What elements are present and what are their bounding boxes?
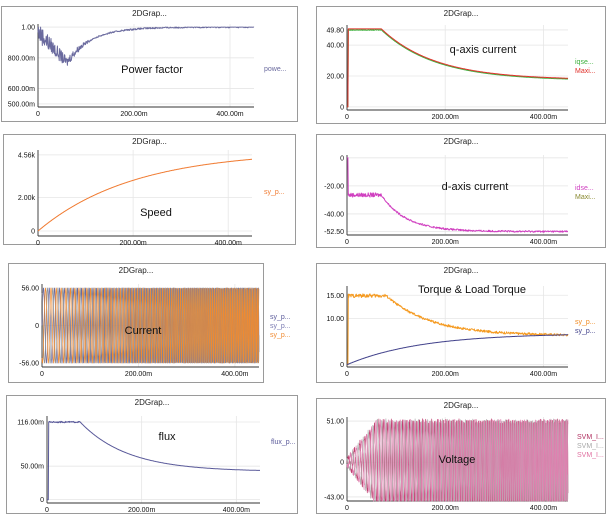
series-line (47, 421, 260, 499)
chart-annotation: Current (125, 325, 162, 337)
chart-annotation: Torque & Load Torque (418, 284, 526, 296)
x-tick-label: 0 (36, 240, 40, 247)
y-tick-label: 0 (340, 460, 344, 467)
y-tick-label: 2.00k (18, 195, 36, 202)
legend-entry: Maxi... (575, 194, 596, 201)
legend-entry: iqse... (575, 59, 594, 66)
y-tick-label: 50.00m (21, 464, 45, 471)
x-tick-label: 200.00m (119, 240, 146, 247)
chart-svg-current: 56.000-56.000 200.00m 400.00mCurrentsy_p..… (9, 264, 265, 384)
series-line (347, 158, 568, 233)
x-tick-label: 0 (345, 239, 349, 246)
y-tick-label: -56.00 (19, 360, 39, 367)
y-tick-label: 51.00 (326, 419, 344, 426)
x-tick-label: 400.00m (221, 371, 248, 378)
chart-annotation: q-axis current (450, 44, 517, 56)
x-tick-label: 200.00m (120, 111, 147, 118)
y-tick-label: 0 (340, 104, 344, 111)
x-tick-label: 0 (45, 507, 49, 514)
chart-annotation: Voltage (439, 454, 476, 466)
x-tick-label: 400.00m (530, 114, 557, 121)
x-tick-label: 0 (345, 371, 349, 378)
x-tick-label: 200.00m (128, 507, 155, 514)
y-tick-label: 500.00m (8, 101, 35, 108)
x-tick-label: 200.00m (125, 371, 152, 378)
chart-panel-current: 2DGrap... 56.00 0 -56.00 0 200.00m 400.00m Cur… (8, 263, 264, 383)
chart-panel-flux: 2DGrap... 116.00m 50.00m 0 0 200.00m 400.00m f… (6, 395, 298, 514)
chart-annotation: Power factor (121, 64, 183, 76)
legend-entry: sy_p... (270, 332, 291, 339)
x-tick-label: 0 (36, 111, 40, 118)
y-tick-label: -40.00 (324, 211, 344, 218)
y-tick-label: -43.00 (324, 494, 344, 501)
chart-svg-q-axis-current: 49.80 40.00 20.00 00 200.00m 400.00m q-axis cu… (317, 7, 607, 125)
chart-panel-speed: 2DGrap... 4.56k 2.00k 0 0 200.00m 400.00m Spee… (3, 134, 296, 245)
chart-annotation: d-axis current (442, 181, 509, 193)
x-tick-label: 400.00m (530, 239, 557, 246)
y-tick-label: 600.00m (8, 86, 35, 93)
series-line (347, 335, 568, 365)
series-line (347, 294, 568, 365)
series-line (38, 159, 252, 231)
chart-annotation: flux (158, 431, 176, 443)
y-tick-label: 15.00 (326, 293, 344, 300)
chart-panel-torque: 2DGrap... 15.00 10.00 0 0 200.00m 400.00m Torq… (316, 263, 606, 383)
series-line (38, 27, 254, 65)
y-tick-label: 40.00 (326, 43, 344, 50)
legend-entry: SVM_I... (577, 452, 604, 459)
chart-svg-d-axis-current: 0-20.00-40.00-52.500 200.00m 400.00md-axis… (317, 135, 607, 249)
x-tick-label: 200.00m (432, 505, 459, 512)
chart-svg-flux: 116.00m 50.00m 00 200.00m 400.00m flux flux_p.… (7, 396, 299, 515)
chart-panel-q-axis-current: 2DGrap... 49.80 40.00 20.00 0 0 200.00m 400.00… (316, 6, 606, 124)
x-tick-label: 400.00m (215, 240, 242, 247)
y-tick-label: 0 (340, 362, 344, 369)
x-tick-label: 0 (40, 371, 44, 378)
x-tick-label: 200.00m (432, 371, 459, 378)
legend-entry: sy_p... (270, 314, 291, 321)
y-tick-label: 0 (35, 323, 39, 330)
x-tick-label: 400.00m (530, 505, 557, 512)
y-tick-label: 116.00m (17, 420, 44, 427)
y-tick-label: 49.80 (326, 27, 344, 34)
chart-panel-d-axis-current: 2DGrap... 0 -20.00 -40.00 -52.50 0 200.00m 400… (316, 134, 606, 248)
x-tick-label: 0 (345, 505, 349, 512)
y-tick-label: 20.00 (326, 74, 344, 81)
y-tick-label: 0 (31, 228, 35, 235)
legend-entry: sy_p... (270, 323, 291, 330)
legend-entry: Maxi... (575, 68, 596, 75)
y-tick-label: 10.00 (326, 316, 344, 323)
chart-panel-voltage: 2DGrap... 51.00 0 -43.00 0 200.00m 400.00m Vol… (316, 398, 606, 514)
chart-svg-torque: 15.00 10.00 00 200.00m 400.00m Torque & Load … (317, 264, 607, 384)
x-tick-label: 400.00m (216, 111, 243, 118)
legend-entry: flux_p... (271, 439, 296, 446)
x-tick-label: 0 (345, 114, 349, 121)
chart-svg-speed: 4.56k 2.00k 00 200.00m 400.00m Speed sy_p... (4, 135, 297, 246)
x-tick-label: 400.00m (530, 371, 557, 378)
y-tick-label: 4.56k (18, 152, 36, 159)
legend-entry: powe... (264, 66, 287, 73)
y-tick-label: -52.50 (324, 229, 344, 236)
legend-entry: sy_p... (575, 319, 596, 326)
chart-annotation: Speed (140, 207, 172, 219)
y-tick-label: 800.00m (8, 55, 35, 62)
chart-svg-voltage: 51.000-43.000 200.00m 400.00mVoltageSVM_I.… (317, 399, 607, 515)
series-line (347, 29, 568, 107)
y-tick-label: 1.00 (21, 25, 35, 32)
legend-entry: SVM_I... (577, 443, 604, 450)
y-tick-label: 56.00 (21, 286, 39, 293)
legend-entry: sy_p... (575, 328, 596, 335)
x-tick-label: 200.00m (432, 239, 459, 246)
y-tick-label: 0 (340, 155, 344, 162)
legend-entry: idse... (575, 185, 594, 192)
x-tick-label: 200.00m (432, 114, 459, 121)
x-tick-label: 400.00m (223, 507, 250, 514)
series-line (347, 30, 568, 107)
y-tick-label: -20.00 (324, 183, 344, 190)
y-tick-label: 0 (40, 497, 44, 504)
legend-entry: sy_p... (264, 189, 285, 196)
legend-entry: SVM_I... (577, 434, 604, 441)
chart-panel-power-factor: 2DGrap... 1.00 800.00m 600.00m 500.00m 0 200.… (1, 6, 298, 122)
